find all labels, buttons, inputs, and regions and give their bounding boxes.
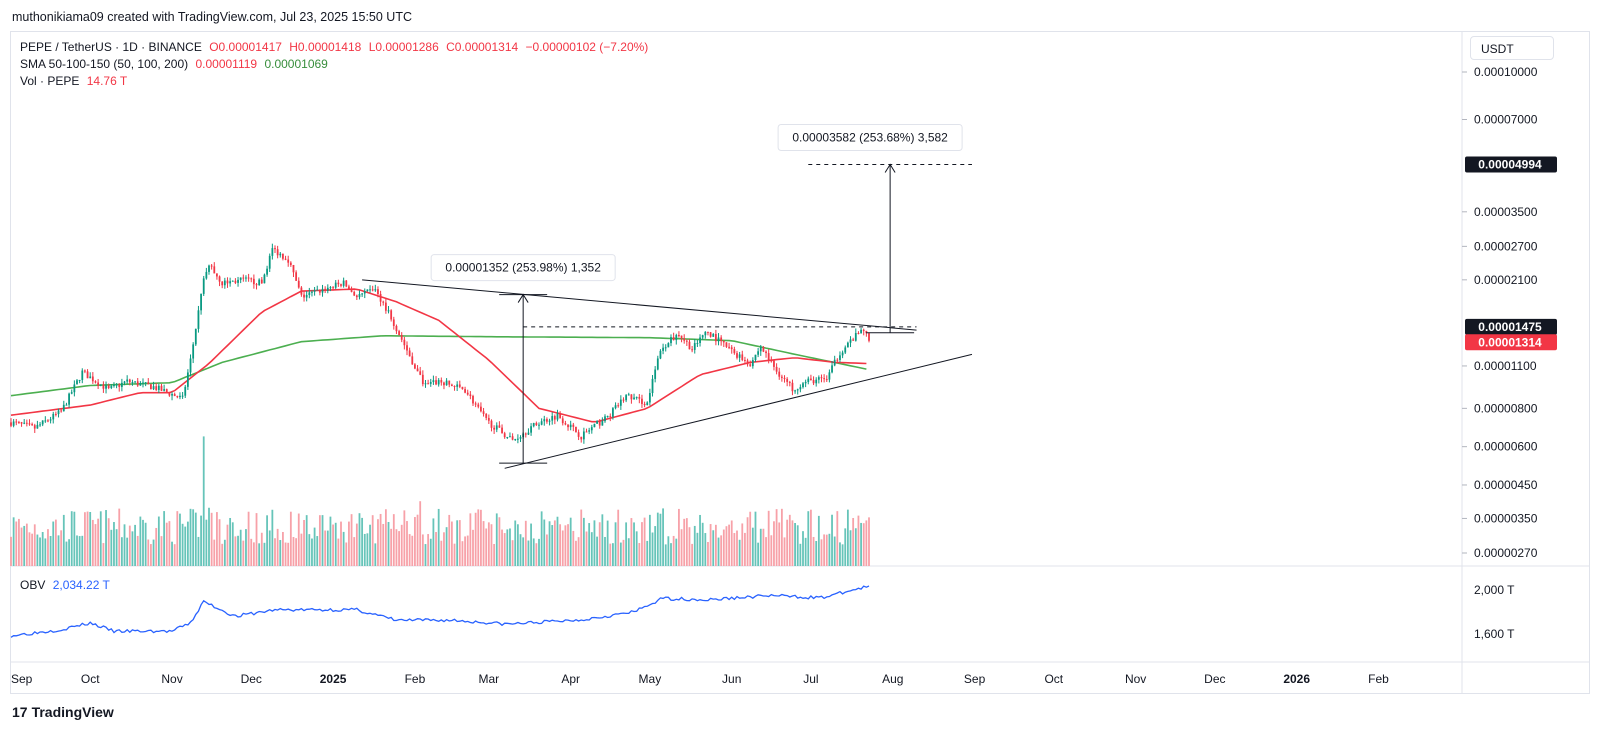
tradingview-brand: TradingView	[31, 704, 114, 720]
ohlc-high: H0.00001418	[289, 40, 362, 54]
volume-legend[interactable]: Vol · PEPE 14.76 T	[20, 74, 127, 88]
sma-value-1: 0.00001119	[195, 57, 258, 71]
ohlc-open: O0.00001417	[209, 40, 282, 54]
ohlc-close: C0.00001314	[446, 40, 519, 54]
tradingview-logo[interactable]: 17 TradingView	[12, 704, 114, 720]
symbol-name: PEPE / TetherUS · 1D · BINANCE	[20, 40, 202, 54]
symbol-legend[interactable]: PEPE / TetherUS · 1D · BINANCE O0.000014…	[20, 40, 648, 54]
volume-value: 14.76 T	[86, 74, 128, 88]
currency-selector[interactable]: USDT	[1470, 36, 1554, 60]
ohlc-change: −0.00000102 (−7.20%)	[525, 40, 649, 54]
sma-legend[interactable]: SMA 50-100-150 (50, 100, 200) 0.00001119…	[20, 57, 328, 71]
volume-label: Vol · PEPE	[20, 74, 80, 88]
ohlc-low: L0.00001286	[368, 40, 439, 54]
tradingview-logo-mark: 17	[12, 704, 28, 720]
chart-frame	[10, 31, 1590, 694]
obv-label: OBV	[20, 578, 46, 592]
sma-label: SMA 50-100-150 (50, 100, 200)	[20, 57, 189, 71]
chart-credit: muthonikiama09 created with TradingView.…	[12, 10, 412, 24]
obv-value: 2,034.22 T	[52, 578, 110, 592]
sma-value-2: 0.00001069	[264, 57, 328, 71]
obv-legend[interactable]: OBV 2,034.22 T	[20, 578, 110, 592]
